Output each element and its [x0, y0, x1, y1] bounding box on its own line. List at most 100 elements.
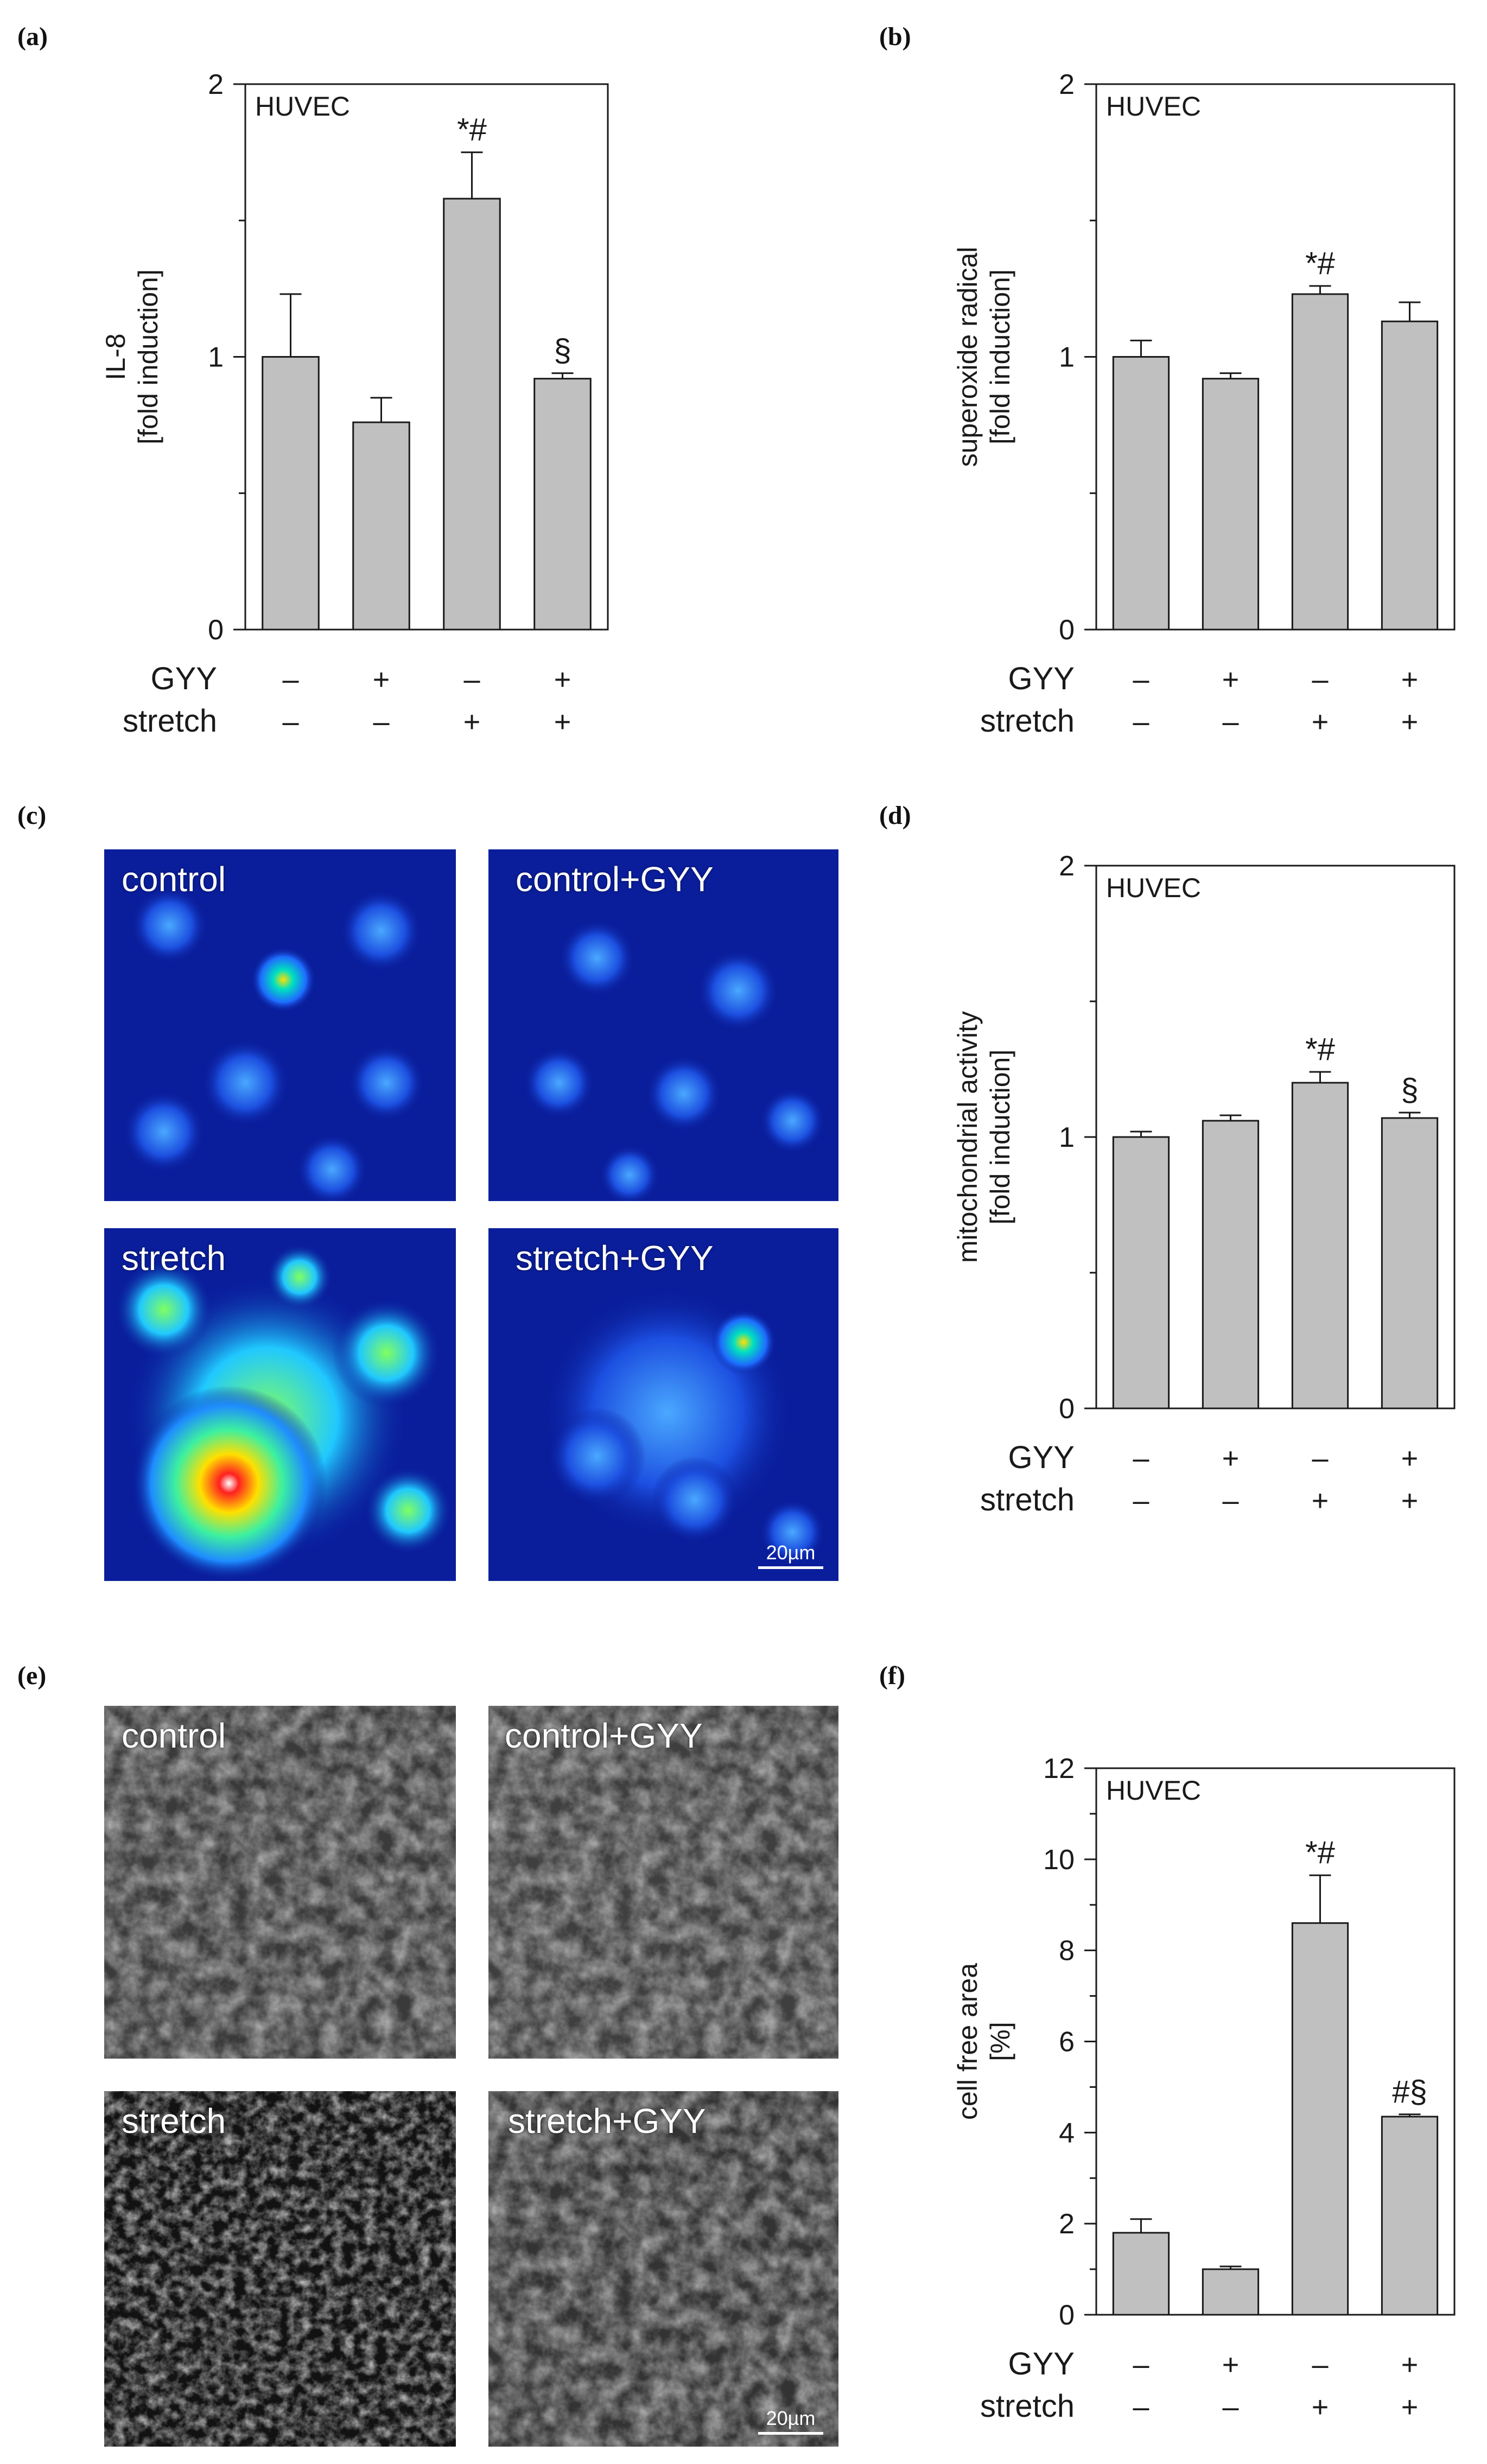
row-label-d-0: GYY: [1008, 1440, 1075, 1475]
y-tick-label-a-1: 1: [208, 342, 224, 373]
row-sign-d-1-2: +: [1312, 1484, 1329, 1517]
row-label-f-0: GYY: [1008, 2346, 1075, 2382]
row-label-d-1: stretch: [980, 1482, 1075, 1517]
micrograph-c-stretch-gyy-image: [488, 1228, 838, 1581]
row-sign-f-0-2: –: [1312, 2348, 1328, 2381]
bar-d-1: [1202, 1120, 1260, 1409]
micrograph-e-control-image: [104, 1706, 456, 2059]
row-sign-b-1-1: –: [1222, 706, 1238, 738]
significance-a-2: *#: [457, 112, 487, 148]
y-tick-label-f-0: 0: [1059, 2300, 1075, 2331]
bar-f-1: [1202, 2268, 1260, 2316]
row-sign-f-0-3: +: [1401, 2348, 1419, 2381]
panel-label-c: (c): [17, 801, 47, 830]
y-axis-label-line-d-0: mitochondrial activity: [952, 1011, 983, 1263]
micrograph-e-control-gyy-image: [488, 1706, 838, 2059]
row-sign-f-1-0: –: [1133, 2391, 1149, 2423]
micrograph-c-stretch-image: [104, 1228, 456, 1581]
bar-b-3: [1381, 320, 1439, 631]
bar-f-2: [1291, 1922, 1349, 2316]
y-axis-label-line-f-0: cell free area: [952, 1963, 983, 2120]
row-label-b-0: GYY: [1008, 661, 1075, 696]
y-axis-label-line-a-0: IL-8: [100, 333, 131, 380]
row-sign-b-1-3: +: [1401, 706, 1419, 738]
y-axis-label-f: cell free area[%]: [952, 1963, 1015, 2120]
micrograph-e-stretch-gyy: stretch+GYY 20µm: [488, 2091, 838, 2447]
micrograph-c-control-image: [104, 849, 456, 1201]
significance-f-3: #§: [1392, 2074, 1427, 2110]
y-tick-label-d-0: 0: [1059, 1393, 1075, 1425]
row-sign-a-0-1: +: [373, 663, 390, 696]
bar-a-0: [262, 356, 320, 631]
row-sign-f-1-3: +: [1401, 2391, 1419, 2423]
row-sign-d-1-0: –: [1133, 1484, 1149, 1517]
inset-label-b: HUVEC: [1106, 91, 1201, 122]
row-sign-f-1-2: +: [1312, 2391, 1329, 2423]
bar-a-2: [443, 198, 501, 631]
y-tick-label-d-1: 1: [1059, 1122, 1075, 1153]
y-tick-label-b-0: 0: [1059, 614, 1075, 646]
scale-bar-c: 20µm: [758, 1541, 823, 1569]
significance-b-2: *#: [1305, 246, 1335, 281]
panel-label-f: (f): [879, 1661, 905, 1690]
row-sign-b-1-2: +: [1312, 706, 1329, 738]
micrograph-c-stretch-label: stretch: [122, 1239, 226, 1278]
bar-a-3: [533, 378, 592, 631]
row-sign-a-0-3: +: [554, 663, 571, 696]
y-tick-label-a-2: 2: [208, 69, 224, 100]
bar-f-0: [1112, 2232, 1170, 2316]
y-tick-label-f-5: 10: [1043, 1844, 1075, 1876]
micrograph-e-control-gyy: control+GYY: [488, 1706, 838, 2059]
row-sign-d-0-2: –: [1312, 1442, 1328, 1475]
micrograph-c-stretch-gyy-label: stretch+GYY: [516, 1239, 714, 1278]
micrograph-c-control-gyy-label: control+GYY: [516, 860, 714, 899]
row-sign-a-0-2: –: [463, 663, 480, 696]
chart-b-superoxide: 0 1 2 superoxide radical[fold induction] HUV…: [952, 69, 1456, 739]
chart-a-il8: 0 1 2 IL-8[fold induction] HUVEC *# § GYY – + – + st…: [100, 69, 609, 739]
micrograph-e-stretch-gyy-image: [488, 2091, 838, 2447]
bar-b-0: [1112, 356, 1170, 631]
micrograph-e-control-label: control: [122, 1716, 226, 1755]
y-axis-label-line-b-1: [fold induction]: [985, 269, 1015, 444]
y-axis-label-b: superoxide radical[fold induction]: [952, 247, 1015, 467]
row-sign-d-1-1: –: [1222, 1484, 1238, 1517]
row-label-b-1: stretch: [980, 703, 1075, 739]
micrograph-c-control-label: control: [122, 860, 226, 899]
row-sign-b-0-0: –: [1133, 663, 1149, 696]
scale-bar-c-line: [758, 1566, 823, 1569]
significance-d-3: §: [1401, 1072, 1418, 1108]
y-tick-label-b-1: 1: [1059, 342, 1075, 373]
scale-bar-e-label: 20µm: [766, 2407, 816, 2429]
row-sign-b-1-0: –: [1133, 706, 1149, 738]
y-axis-label-d: mitochondrial activity[fold induction]: [952, 1011, 1015, 1263]
scale-bar-e-line: [758, 2432, 823, 2435]
panel-label-e: (e): [17, 1661, 47, 1690]
panel-label-d: (d): [879, 801, 911, 830]
row-sign-a-0-0: –: [282, 663, 298, 696]
row-label-f-1: stretch: [980, 2389, 1075, 2424]
row-sign-f-1-1: –: [1222, 2391, 1238, 2423]
row-sign-d-0-0: –: [1133, 1442, 1149, 1475]
y-tick-label-f-2: 4: [1059, 2117, 1075, 2149]
panel-label-a: (a): [17, 22, 48, 51]
row-sign-d-1-3: +: [1401, 1484, 1419, 1517]
y-axis-label-line-a-1: [fold induction]: [133, 269, 163, 444]
row-sign-b-0-2: –: [1312, 663, 1328, 696]
micrograph-e-stretch-image: [104, 2091, 456, 2447]
chart-f-cell-free-area: 0 2 4 6 8 10 12 cell free area[%] HUVEC *# #§ GYY – +…: [952, 1753, 1456, 2424]
row-sign-a-1-1: –: [373, 706, 389, 738]
y-tick-label-f-3: 6: [1059, 2027, 1075, 2058]
micrograph-c-stretch: stretch: [104, 1228, 456, 1581]
row-sign-a-1-3: +: [554, 706, 571, 738]
bar-d-2: [1291, 1082, 1349, 1409]
y-tick-label-d-2: 2: [1059, 850, 1075, 882]
row-label-a-0: GYY: [151, 661, 218, 696]
significance-f-2: *#: [1305, 1835, 1335, 1870]
micrograph-c-control-gyy-image: [488, 849, 838, 1201]
chart-d-mitochondrial: 0 1 2 mitochondrial activity[fold induction…: [952, 850, 1456, 1517]
bar-d-3: [1381, 1117, 1439, 1409]
micrograph-c-control-gyy: control+GYY: [488, 849, 838, 1201]
y-axis-label-a: IL-8[fold induction]: [100, 269, 163, 444]
micrograph-e-stretch-label: stretch: [122, 2101, 226, 2141]
significance-d-2: *#: [1305, 1032, 1335, 1067]
